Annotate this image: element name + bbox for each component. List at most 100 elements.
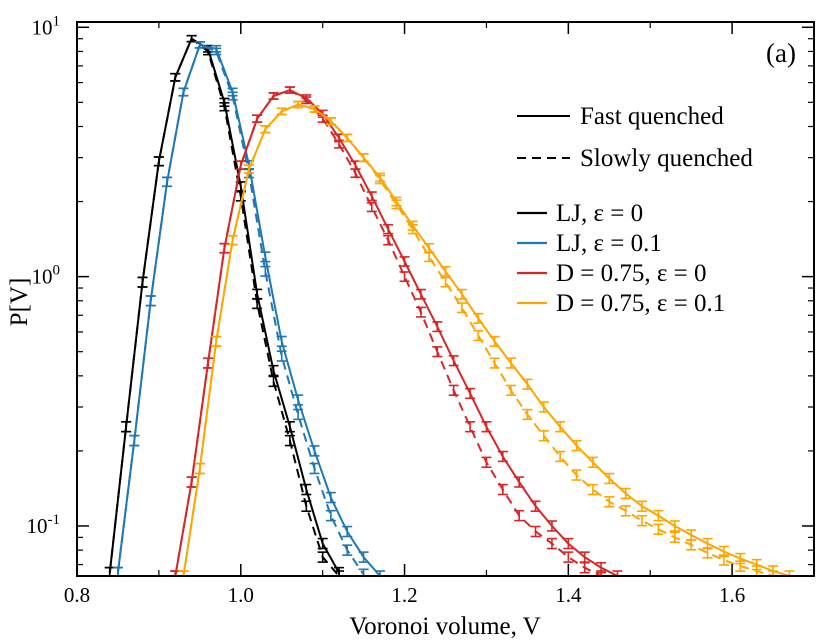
error-bar	[219, 102, 230, 112]
error-bar	[162, 176, 173, 188]
x-tick-label: 0.8	[64, 583, 90, 607]
error-bar	[702, 537, 713, 550]
legend-d075-eps0: D = 0.75, ε = 0	[556, 260, 707, 287]
error-bar	[211, 47, 222, 56]
error-bar	[522, 408, 533, 421]
legend-lj-eps0: LJ, ε = 0	[556, 200, 643, 227]
error-bar	[374, 174, 385, 185]
error-bar	[456, 288, 467, 300]
error-bar	[465, 421, 476, 433]
error-bar	[325, 491, 336, 504]
error-bar	[276, 350, 287, 362]
plot-border	[76, 21, 815, 577]
series-0-fast-line	[108, 37, 340, 574]
legend: Fast quenched Slowly quenched LJ, ε = 0 …	[517, 103, 753, 317]
plot-frame	[76, 21, 815, 577]
error-bar	[538, 401, 549, 413]
error-bar	[481, 421, 492, 433]
error-bar	[555, 421, 566, 433]
error-bar	[358, 153, 369, 163]
error-bar	[178, 87, 189, 97]
error-bar	[448, 384, 459, 396]
error-bar	[399, 256, 410, 267]
error-bar	[227, 91, 238, 101]
error-bar	[489, 335, 500, 347]
y-axis-label: P[V]	[6, 278, 33, 327]
error-bar	[186, 476, 197, 488]
legend-lj-eps01: LJ, ε = 0.1	[556, 230, 662, 257]
error-bar	[145, 295, 156, 307]
error-bar	[686, 539, 697, 551]
error-bar	[784, 570, 795, 576]
error-bar	[121, 420, 132, 433]
error-bar	[546, 537, 557, 550]
error-bar	[366, 201, 377, 213]
error-bar	[415, 306, 426, 318]
error-bar	[751, 565, 762, 576]
x-axis-label: Voronoi volume, V	[349, 613, 540, 640]
error-bar	[243, 164, 254, 174]
error-bar	[587, 456, 598, 469]
error-bar	[342, 544, 353, 556]
error-bar	[620, 487, 631, 500]
error-bar	[219, 242, 230, 254]
error-bar	[424, 251, 435, 263]
error-bar	[596, 570, 607, 576]
error-bar	[317, 551, 328, 563]
error-bar	[260, 251, 271, 263]
series-1-slow-line	[116, 43, 365, 575]
error-bar	[391, 199, 402, 210]
error-bar	[489, 357, 500, 369]
error-bar	[309, 105, 320, 113]
error-bar	[334, 139, 345, 149]
error-bar	[293, 408, 304, 421]
x-tick-label: 1.2	[391, 583, 417, 607]
error-bar	[555, 450, 566, 463]
error-bar	[506, 357, 517, 369]
error-bar	[514, 509, 525, 522]
series-2-fast-line	[174, 89, 618, 576]
error-bar	[129, 434, 140, 447]
error-bar	[350, 160, 361, 170]
error-bar	[735, 560, 746, 572]
y-tick-label: 10-1	[27, 512, 61, 538]
error-bar	[325, 509, 336, 522]
error-bar	[211, 335, 222, 347]
error-bar	[358, 551, 369, 563]
error-bar	[637, 514, 648, 527]
error-bar	[530, 500, 541, 512]
error-bar	[260, 265, 271, 277]
error-bar	[407, 224, 418, 235]
error-bar	[334, 570, 345, 576]
error-bar	[571, 439, 582, 452]
error-bar	[768, 570, 779, 576]
error-bar	[153, 156, 164, 167]
error-bar	[604, 496, 615, 508]
error-bar	[358, 568, 369, 576]
error-bar	[604, 472, 615, 485]
error-bar	[342, 525, 353, 538]
error-bar	[194, 462, 205, 475]
error-bar	[268, 375, 279, 388]
error-bar	[374, 570, 385, 576]
error-bar	[497, 483, 508, 496]
error-bar	[284, 86, 295, 94]
error-bar	[506, 384, 517, 396]
error-bar	[170, 72, 181, 82]
x-tick-label: 1.0	[228, 583, 254, 607]
error-bar	[669, 531, 680, 544]
series-0-slow-line	[108, 37, 340, 576]
error-bar	[440, 276, 451, 288]
panel-label: (a)	[766, 38, 796, 68]
error-bar	[538, 430, 549, 442]
error-bar	[260, 125, 271, 134]
error-bar	[637, 500, 648, 512]
error-bar	[301, 483, 312, 496]
error-bar	[686, 529, 697, 541]
y-tick-label: 101	[32, 13, 61, 39]
error-bar	[432, 346, 443, 358]
series-3-fast-line	[182, 103, 790, 576]
x-tick-label: 1.6	[719, 583, 745, 607]
error-bar	[137, 276, 148, 288]
